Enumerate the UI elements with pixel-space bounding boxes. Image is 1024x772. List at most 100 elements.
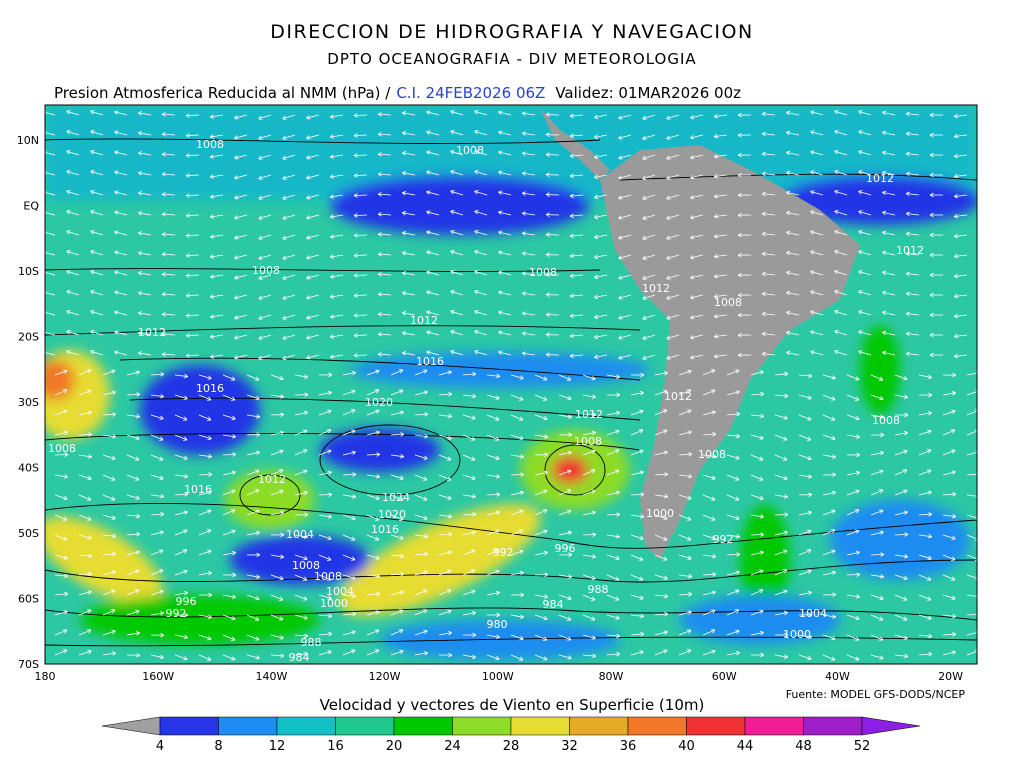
wind-arrow bbox=[822, 414, 836, 421]
wind-arrow bbox=[750, 434, 764, 440]
wind-arrow bbox=[498, 150, 512, 156]
wind-arrow bbox=[593, 194, 608, 200]
colorbar-cell bbox=[686, 716, 746, 736]
wind-arrow bbox=[45, 330, 56, 336]
wind-arrow bbox=[713, 314, 728, 319]
wind-arrow bbox=[329, 134, 344, 139]
wind-arrow bbox=[54, 369, 68, 376]
wind-arrow bbox=[258, 194, 272, 200]
wind-arrow bbox=[329, 274, 344, 279]
wind-arrow bbox=[894, 394, 909, 400]
wind-arrow bbox=[534, 452, 549, 457]
wind-arrow bbox=[690, 134, 704, 140]
isobar-label: 1024 bbox=[382, 491, 410, 504]
wind-arrow bbox=[282, 274, 296, 280]
wind-arrow bbox=[593, 154, 608, 160]
wind-arrow bbox=[702, 554, 717, 559]
wind-arrow bbox=[630, 470, 644, 476]
wind-arrow bbox=[642, 314, 656, 321]
wind-arrow bbox=[870, 489, 884, 496]
wind-arrow bbox=[726, 629, 740, 636]
wind-arrow bbox=[353, 233, 368, 238]
wind-arrow bbox=[329, 334, 344, 339]
wind-arrow bbox=[174, 373, 189, 379]
isobar-label: 1012 bbox=[896, 244, 924, 257]
wind-arrow bbox=[282, 134, 296, 140]
wind-arrow bbox=[161, 332, 176, 337]
wind-arrow bbox=[486, 474, 501, 479]
wind-arrow bbox=[306, 254, 320, 260]
wind-arrow bbox=[150, 530, 164, 536]
wind-arrow bbox=[126, 494, 140, 500]
isobar-label: 1008 bbox=[196, 138, 224, 151]
wind-arrow bbox=[726, 454, 740, 460]
wind-arrow bbox=[150, 549, 164, 556]
wind-arrow bbox=[353, 113, 368, 118]
wind-arrow bbox=[726, 494, 740, 501]
wind-arrow bbox=[270, 574, 284, 581]
wind-arrow bbox=[510, 509, 524, 516]
wind-arrow bbox=[78, 649, 92, 656]
wind-arrow bbox=[270, 449, 284, 456]
wind-arrow bbox=[390, 534, 404, 540]
wind-arrow bbox=[438, 370, 452, 376]
wind-arrow bbox=[366, 534, 380, 541]
wind-arrow bbox=[450, 309, 464, 316]
wind-arrow bbox=[414, 433, 429, 439]
wind-arrow bbox=[306, 294, 320, 300]
wind-arrow bbox=[521, 331, 536, 336]
wind-arrow bbox=[918, 651, 933, 657]
wind-arrow bbox=[858, 210, 872, 216]
wind-arrow bbox=[894, 469, 908, 476]
wind-arrow bbox=[713, 174, 728, 179]
wind-arrow bbox=[486, 434, 500, 441]
wind-arrow bbox=[545, 312, 560, 317]
isobar-label: 992 bbox=[713, 533, 734, 546]
wind-arrow bbox=[329, 314, 344, 319]
wind-arrow bbox=[905, 171, 920, 177]
wind-arrow bbox=[894, 554, 909, 559]
lon-label: 120W bbox=[369, 670, 401, 683]
wind-arrow bbox=[630, 514, 645, 519]
wind-arrow bbox=[569, 133, 584, 139]
wind-arrow bbox=[246, 469, 260, 476]
wind-arrow bbox=[630, 372, 645, 378]
wind-arrow bbox=[713, 294, 728, 299]
wind-arrow bbox=[894, 374, 908, 381]
wind-arrow bbox=[846, 452, 861, 458]
wind-arrow bbox=[642, 174, 656, 181]
wind-arrow bbox=[282, 174, 296, 180]
wind-arrow bbox=[929, 352, 944, 358]
wind-arrow bbox=[810, 110, 824, 116]
wind-arrow bbox=[486, 612, 501, 618]
wind-arrow bbox=[258, 274, 272, 280]
wind-arrow bbox=[942, 594, 956, 600]
colorbar-cell bbox=[276, 716, 336, 736]
wind-arrow bbox=[654, 630, 668, 636]
wind-arrow bbox=[858, 190, 872, 196]
wind-arrow bbox=[209, 194, 224, 199]
wind-arrow bbox=[377, 112, 392, 117]
wind-arrow bbox=[450, 189, 464, 196]
wind-arrow bbox=[534, 529, 548, 536]
wind-arrow bbox=[606, 554, 620, 561]
wind-arrow bbox=[630, 492, 645, 497]
wind-arrow bbox=[137, 331, 152, 336]
wind-arrow bbox=[630, 650, 644, 656]
lon-label: 20W bbox=[938, 670, 963, 683]
wind-arrow bbox=[834, 309, 848, 316]
wind-arrow bbox=[174, 510, 188, 516]
wind-arrows bbox=[45, 109, 977, 661]
wind-arrow bbox=[114, 230, 128, 236]
wind-arrow bbox=[846, 509, 860, 516]
wind-arrow bbox=[737, 252, 752, 258]
wind-arrow bbox=[654, 409, 668, 416]
wind-arrow bbox=[942, 534, 956, 540]
wind-arrow bbox=[342, 450, 356, 456]
wind-arrow bbox=[438, 413, 453, 419]
isobar-label: 988 bbox=[301, 636, 322, 649]
wind-arrow bbox=[102, 390, 116, 396]
wind-arrow bbox=[390, 609, 404, 616]
wind-arrow bbox=[942, 650, 956, 656]
